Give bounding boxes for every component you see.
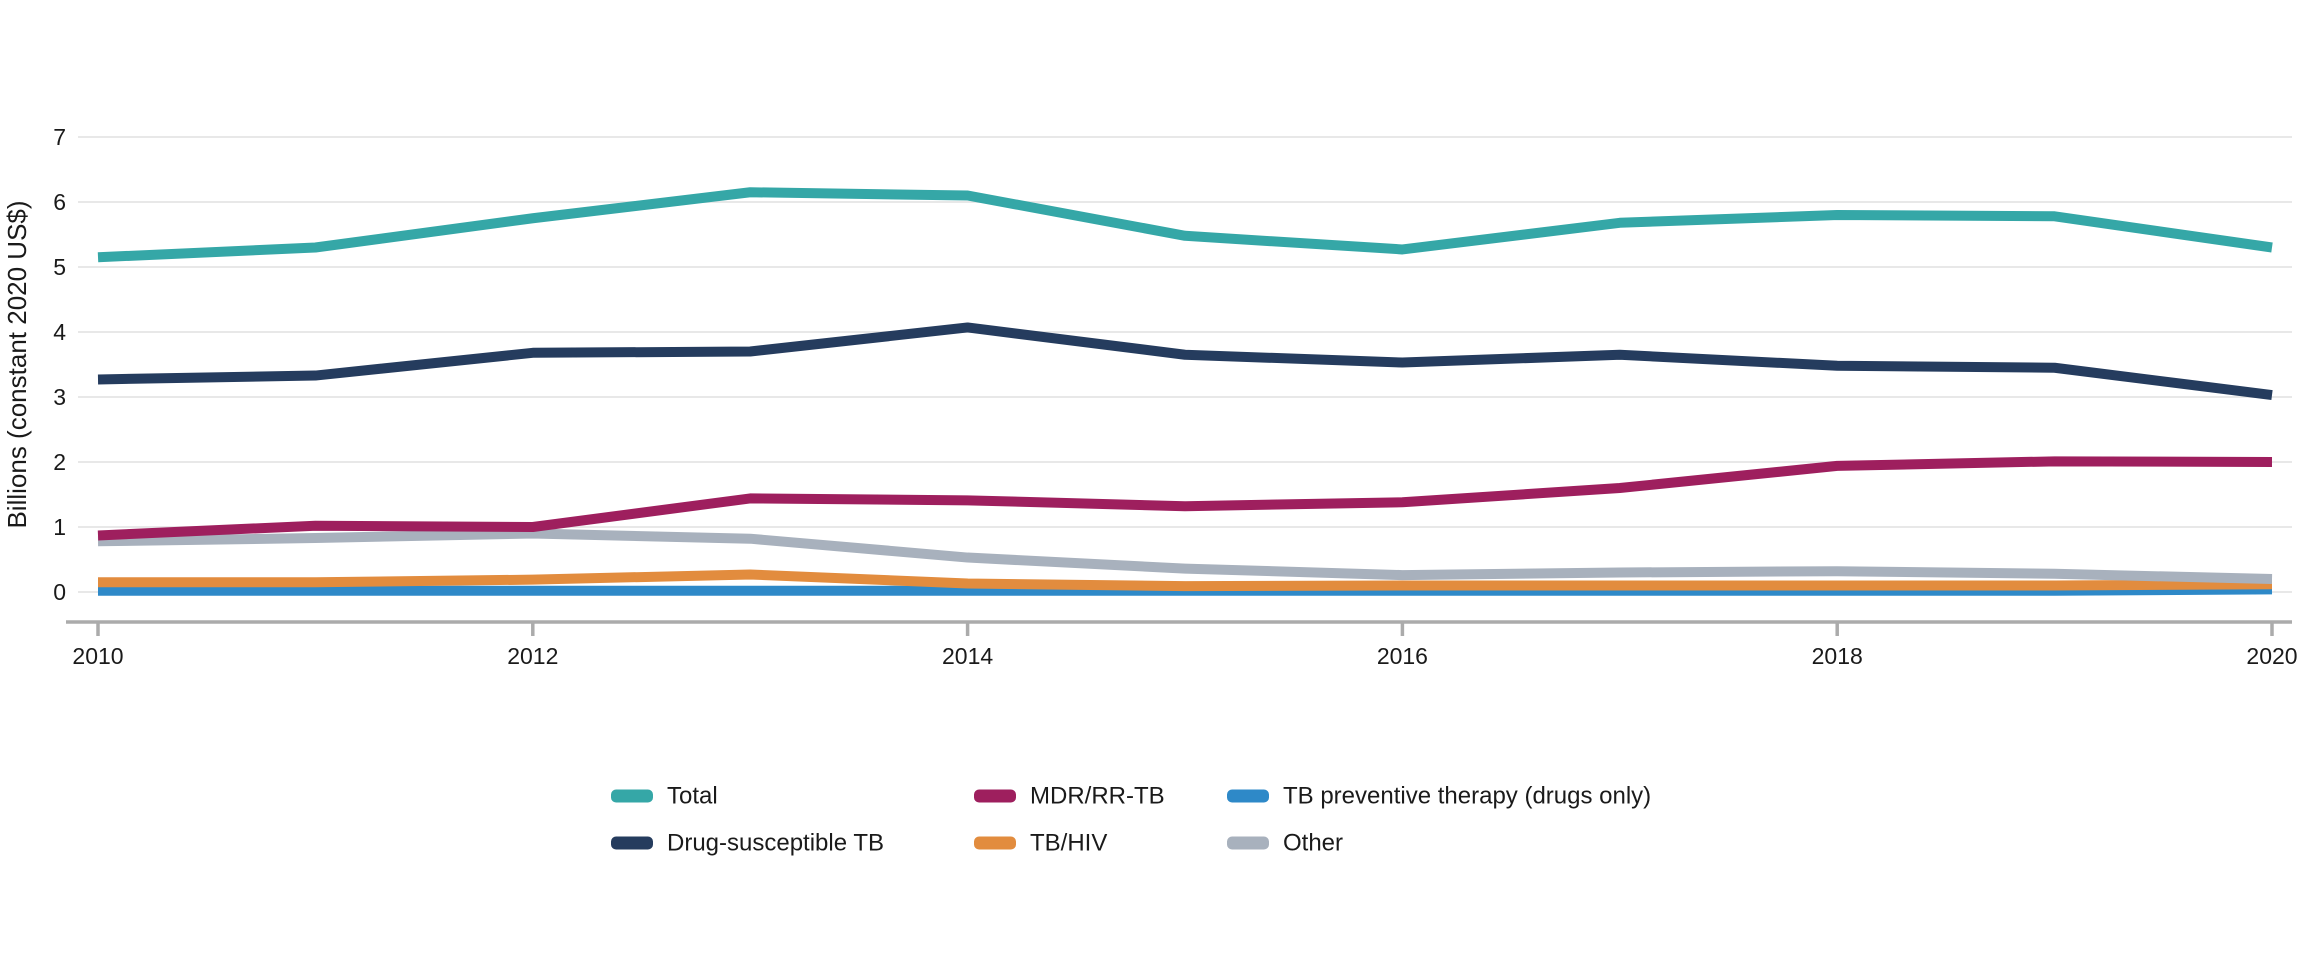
series-line-mdr-rr-tb [97, 456, 2273, 541]
legend-swatch-drug-susceptible-tb [611, 836, 653, 850]
series-line-drug-susceptible-tb [97, 322, 2273, 401]
legend-label-other: Other [1283, 830, 1343, 857]
y-tick-label-7: 7 [53, 124, 66, 150]
y-tick-label-4: 4 [53, 319, 66, 345]
legend-label-drug-susceptible-tb: Drug-susceptible TB [667, 830, 884, 857]
x-tick-label-2020: 2020 [2246, 643, 2297, 669]
x-tick-label-2016: 2016 [1377, 643, 1428, 669]
x-tick-label-2010: 2010 [72, 643, 123, 669]
legend-label-tb-hiv: TB/HIV [1030, 830, 1107, 857]
y-tick-label-6: 6 [53, 189, 66, 215]
legend-label-total: Total [667, 783, 718, 810]
legend-swatch-tb-hiv [974, 836, 1016, 850]
series-line-total [97, 187, 2273, 263]
y-tick-label-5: 5 [53, 254, 66, 280]
y-tick-label-0: 0 [53, 579, 66, 605]
y-tick-label-2: 2 [53, 449, 66, 475]
x-tick-label-2014: 2014 [942, 643, 993, 669]
legend-swatch-total [611, 789, 653, 803]
y-axis-title: Billions (constant 2020 US$) [2, 200, 32, 528]
series-line-tb-hiv [98, 569, 2273, 592]
x-tick-label-2018: 2018 [1812, 643, 1863, 669]
y-tick-label-3: 3 [53, 384, 66, 410]
legend-swatch-mdr-rr-tb [974, 789, 1016, 803]
x-tick-label-2012: 2012 [507, 643, 558, 669]
legend-swatch-other [1227, 836, 1269, 850]
legend-swatch-tb-preventive-therapy-drugs-only [1227, 789, 1269, 803]
series-line-other [97, 528, 2273, 584]
y-tick-label-1: 1 [53, 514, 66, 540]
legend-label-tb-preventive-therapy-drugs-only: TB preventive therapy (drugs only) [1283, 783, 1651, 810]
legend-label-mdr-rr-tb: MDR/RR-TB [1030, 783, 1165, 810]
